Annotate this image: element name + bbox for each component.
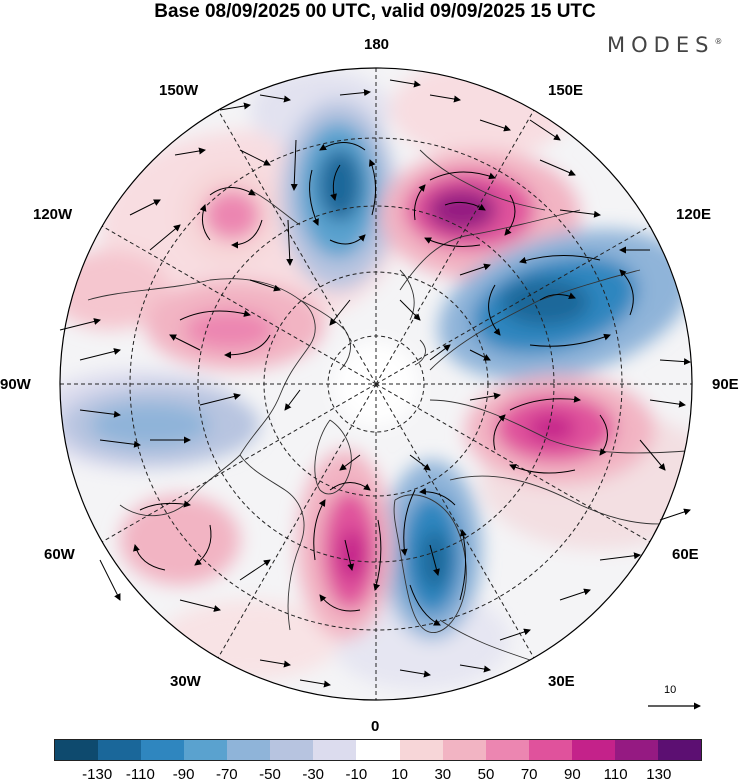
colorbar-tick-label: 110 (603, 766, 628, 783)
colorbar-tick-label: -90 (172, 766, 195, 783)
colorbar-tick-label: 130 (646, 766, 672, 783)
lon-label-60e: 60E (672, 546, 699, 563)
colorbar-tick-label: -50 (259, 766, 281, 783)
lon-label-30e: 30E (548, 673, 575, 690)
colorbar-swatch (614, 740, 658, 760)
colorbar-swatch (313, 740, 357, 760)
colorbar-tick-label: 30 (434, 766, 452, 783)
colorbar-tick-label: -110 (125, 766, 155, 783)
lon-label-90e: 90E (712, 376, 739, 393)
colorbar-swatch (270, 740, 314, 760)
map-title: Base 08/09/2025 00 UTC, valid 09/09/2025… (154, 1, 596, 22)
lon-label-60w: 60W (44, 546, 75, 563)
colorbar-swatch (227, 740, 271, 760)
colorbar-tick-label: -130 (82, 766, 113, 783)
colorbar-tick-label: -10 (345, 766, 368, 783)
colorbar-swatch (485, 740, 529, 760)
colorbar-tick-label: 90 (564, 766, 581, 783)
modes-logo: MODES® (607, 33, 723, 57)
lon-label-180: 180 (364, 36, 390, 53)
lon-label-30w: 30W (170, 673, 201, 690)
lon-label-120e: 120E (676, 206, 712, 223)
colorbar-swatch (184, 740, 228, 760)
lon-label-150e: 150E (548, 82, 584, 99)
map-boundary (59, 67, 693, 701)
colorbar-swatch (571, 740, 615, 760)
colorbar-swatch (55, 740, 99, 760)
colorbar-tick-label: 50 (477, 766, 495, 783)
colorbar (54, 739, 702, 761)
reference-vector-label: 10 (664, 684, 677, 696)
lon-label-120w: 120W (33, 206, 73, 223)
colorbar-swatch (356, 740, 400, 760)
colorbar-swatch (657, 740, 701, 760)
colorbar-tick-label: -70 (215, 766, 238, 783)
colorbar-tick-label: 10 (391, 766, 408, 783)
lon-label-90w: 90W (0, 376, 31, 393)
colorbar-tick-label: 70 (520, 766, 538, 783)
colorbar-swatch (442, 740, 486, 760)
graticule (60, 68, 692, 700)
colorbar-swatch (141, 740, 185, 760)
colorbar-tick-label: -30 (302, 766, 325, 783)
colorbar-swatch (399, 740, 443, 760)
lon-label-0: 0 (371, 718, 380, 735)
colorbar-swatch (528, 740, 572, 760)
lon-label-150w: 150W (159, 82, 199, 99)
wind-vectors (59, 79, 691, 688)
colorbar-swatch (98, 740, 142, 760)
